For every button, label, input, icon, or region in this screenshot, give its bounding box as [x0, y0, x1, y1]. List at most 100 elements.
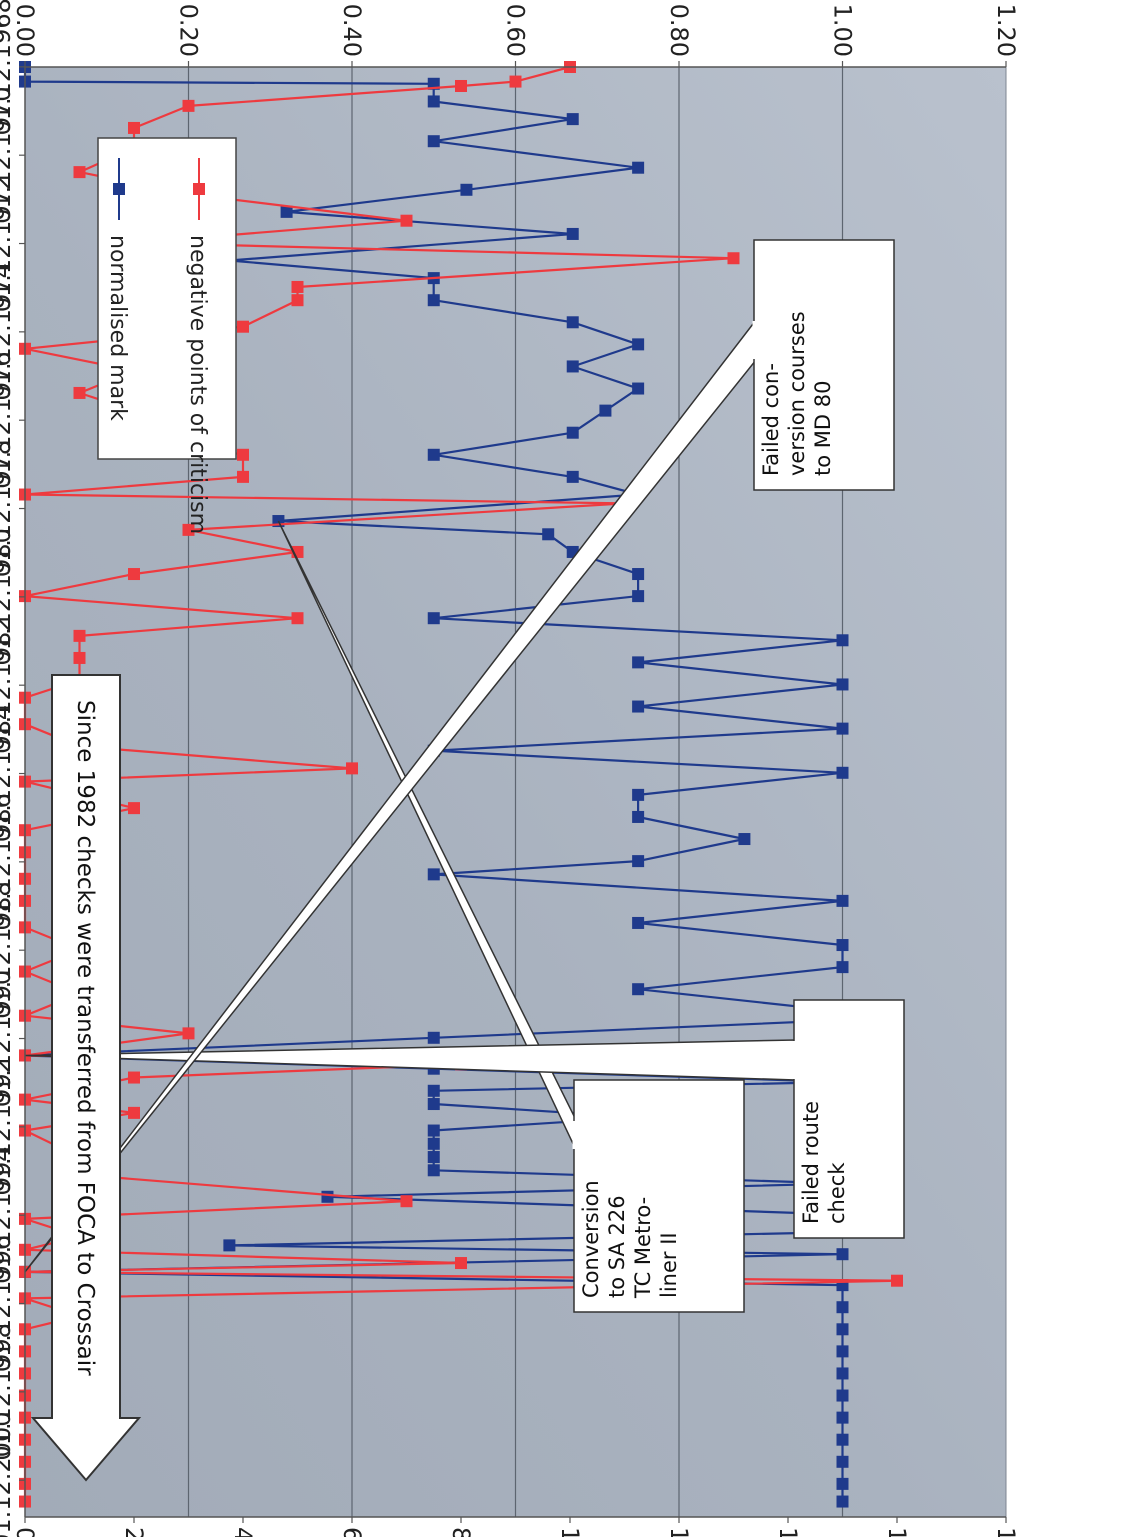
annotation-layer: Conversion to SA 226 TC Metro-liner II Fail…: [24, 239, 905, 1313]
legend-label-normalised-mark: normalised mark: [105, 235, 130, 421]
callout-text-conversion: Conversion: [579, 1180, 603, 1298]
data-point-normalised-mark: [836, 766, 849, 779]
data-point-negative-points: [73, 651, 86, 664]
data-point-normalised-mark: [836, 1411, 849, 1424]
y-right-tick-label: 8: [447, 1527, 475, 1537]
x-tick-label: 01.12.1988: [0, 881, 16, 1018]
data-point-negative-points: [237, 448, 249, 461]
data-point-normalised-mark: [427, 1164, 440, 1177]
legend-label-negative-points: negative points of criticism: [185, 235, 210, 534]
data-point-negative-points: [73, 386, 86, 399]
data-point-normalised-mark: [632, 700, 645, 713]
x-tick-label: 01.12.1976: [0, 351, 16, 488]
callout-text-conversion: liner II: [657, 1232, 681, 1298]
data-point-normalised-mark: [632, 161, 645, 174]
callout-text-md80: version courses: [785, 311, 809, 476]
x-tick-label: 01.12.1978: [0, 440, 16, 577]
x-tick-label: 01.12.1992: [0, 1058, 16, 1195]
callout-text-route: check: [825, 1162, 849, 1224]
data-point-normalised-mark: [599, 404, 612, 417]
x-tick-label: 01.12.1986: [0, 793, 16, 930]
data-point-normalised-mark: [836, 1367, 849, 1380]
x-tick-label: 01.12.1980: [0, 528, 16, 665]
data-point-normalised-mark: [427, 868, 440, 881]
data-point-negative-points: [291, 280, 304, 293]
data-point-normalised-mark: [280, 205, 293, 218]
data-point-normalised-mark: [836, 1477, 849, 1490]
data-point-normalised-mark: [427, 135, 440, 148]
data-point-negative-points: [73, 629, 86, 642]
x-tick-label: 01.12.1982: [0, 616, 16, 753]
transfer-arrow: Since 1982 checks were transferred from …: [30, 674, 142, 1482]
data-point-normalised-mark: [632, 810, 645, 823]
data-point-negative-points: [182, 1027, 195, 1040]
data-point-normalised-mark: [836, 634, 849, 647]
y-right-tick-label: 4: [229, 1527, 257, 1537]
y-right-tick-label: 12: [665, 1527, 693, 1537]
x-tick-label: 01.12.1974: [0, 263, 16, 400]
data-point-normalised-mark: [836, 894, 849, 907]
data-point-normalised-mark: [632, 590, 645, 603]
callout-box-md80: [753, 239, 895, 491]
data-point-normalised-mark: [836, 678, 849, 691]
data-point-normalised-mark: [632, 983, 645, 996]
y-right-tick-label: 18: [992, 1527, 1020, 1537]
transfer-note: Since 1982 checks were transferred from …: [72, 700, 98, 1376]
data-point-normalised-mark: [738, 833, 751, 846]
data-point-normalised-mark: [632, 656, 645, 669]
data-point-negative-points: [182, 523, 195, 536]
callout-text-conversion: TC Metro-: [631, 1197, 655, 1299]
data-point-normalised-mark: [632, 916, 645, 929]
y-left-tick-label: 0.20: [175, 4, 203, 57]
data-point-normalised-mark: [632, 338, 645, 351]
data-point-normalised-mark: [427, 1098, 440, 1111]
data-point-negative-points: [346, 762, 358, 775]
x-tick-label: 01.12.1996: [0, 1235, 16, 1372]
x-tick-label: 01.12.1972: [0, 175, 16, 312]
data-point-normalised-mark: [427, 448, 440, 461]
data-point-normalised-mark: [427, 294, 440, 307]
data-point-normalised-mark: [566, 426, 579, 439]
data-point-normalised-mark: [836, 1248, 849, 1261]
data-point-normalised-mark: [836, 1433, 849, 1446]
y-right-tick-label: 2: [120, 1527, 148, 1537]
y-right-tick-label: 6: [338, 1527, 366, 1537]
data-point-normalised-mark: [836, 1495, 849, 1508]
data-point-normalised-mark: [427, 1084, 440, 1097]
y-right-tick-label: 14: [774, 1527, 802, 1537]
data-point-normalised-mark: [321, 1190, 334, 1203]
data-point-normalised-mark: [427, 612, 440, 625]
data-point-normalised-mark: [427, 1137, 440, 1150]
data-point-negative-points: [891, 1274, 903, 1287]
x-tick-label: 01.12.1998: [0, 1323, 16, 1460]
data-point-normalised-mark: [836, 939, 849, 952]
data-point-negative-points: [400, 214, 413, 227]
data-point-normalised-mark: [632, 788, 645, 801]
data-point-negative-points: [455, 79, 467, 92]
data-point-normalised-mark: [566, 316, 579, 329]
callout-text-conversion: to SA 226: [605, 1195, 629, 1298]
data-point-normalised-mark: [836, 1345, 849, 1358]
callout-box-conversion: [573, 1079, 745, 1313]
data-point-negative-points: [182, 99, 195, 112]
data-point-normalised-mark: [836, 1301, 849, 1314]
y-left-tick-label: 1.20: [992, 4, 1020, 57]
data-point-negative-points: [455, 1257, 467, 1270]
data-point-normalised-mark: [632, 382, 645, 395]
y-right-tick-label: 16: [883, 1527, 911, 1537]
data-point-normalised-mark: [223, 1239, 236, 1252]
data-point-normalised-mark: [427, 1124, 440, 1137]
data-point-negative-points: [237, 320, 249, 333]
data-point-normalised-mark: [836, 1323, 849, 1336]
data-point-normalised-mark: [460, 183, 473, 196]
data-point-negative-points: [237, 470, 249, 483]
series-line-normalised-mark: [23, 67, 844, 1502]
y-left-tick-label: 0.40: [338, 4, 366, 57]
data-point-normalised-mark: [427, 1031, 440, 1044]
callout-text-md80: Failed con-: [759, 363, 783, 476]
x-tick-label: 01.12.1984: [0, 705, 16, 842]
x-tick-label: 01.12.1990: [0, 970, 16, 1107]
data-point-negative-points: [727, 252, 740, 265]
